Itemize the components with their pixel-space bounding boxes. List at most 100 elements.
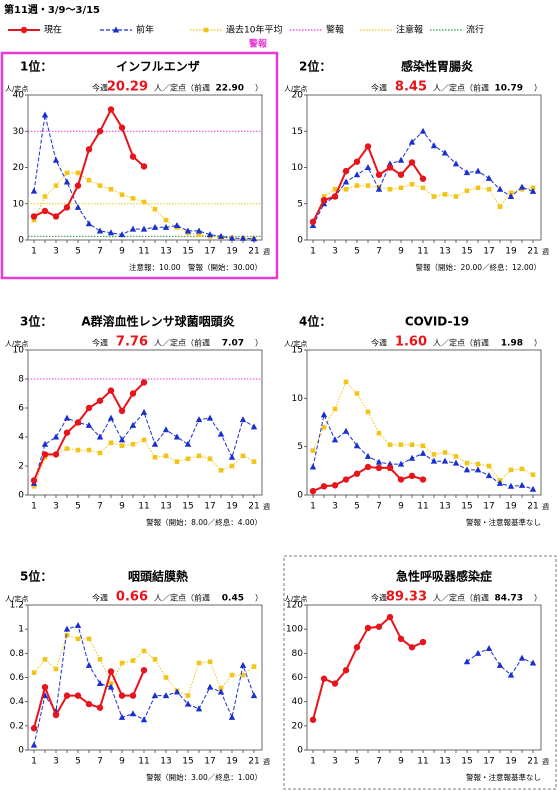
marker-average: [174, 459, 180, 464]
marker-previous: [129, 710, 137, 717]
marker-average: [431, 452, 437, 457]
marker-previous: [430, 142, 438, 149]
marker-average: [343, 186, 349, 192]
x-tick-label: 5: [354, 757, 360, 767]
marker-previous: [96, 227, 104, 234]
marker-average: [185, 693, 191, 698]
marker-average: [420, 185, 426, 191]
marker-previous: [441, 457, 449, 464]
marker-average: [442, 192, 448, 197]
y-tick-label: 0.8: [10, 649, 25, 659]
y-tick-label: 0: [18, 236, 24, 246]
y-axis-label: 人/定点: [5, 594, 28, 603]
y-tick-label: 2: [18, 462, 24, 472]
x-tick-label: 15: [182, 757, 193, 767]
x-tick-label: 3: [53, 757, 59, 767]
unit-label: 人／定点（前週: [433, 593, 489, 603]
y-tick-label: 0.2: [10, 721, 24, 731]
plot-frame: [27, 604, 263, 751]
marker-current: [85, 700, 93, 708]
marker-average: [229, 463, 235, 469]
x-tick-label: 13: [439, 757, 450, 767]
marker-previous: [507, 482, 515, 489]
marker-previous: [107, 414, 115, 421]
marker-previous: [151, 692, 159, 699]
marker-previous: [96, 680, 104, 687]
plot-frame: [306, 349, 542, 496]
page-title: 第11週・3/9～3/15: [4, 3, 100, 16]
x-tick-label: 5: [75, 757, 81, 767]
this-week-value: 7.76: [116, 335, 148, 350]
marker-current: [41, 683, 49, 691]
marker-previous: [386, 460, 394, 467]
marker-previous: [30, 187, 38, 194]
x-tick-label: 21: [527, 757, 538, 767]
marker-average: [86, 636, 92, 642]
marker-previous: [228, 234, 236, 241]
marker-previous: [206, 683, 214, 690]
marker-previous: [228, 713, 236, 720]
marker-average: [31, 670, 37, 675]
marker-previous: [430, 457, 438, 464]
marker-previous: [63, 178, 71, 185]
marker-average: [354, 391, 360, 396]
x-tick-label: 21: [527, 247, 538, 257]
marker-average: [141, 648, 147, 654]
x-unit: 週: [542, 247, 549, 256]
marker-current: [320, 483, 328, 490]
y-tick-label: 0: [18, 491, 24, 501]
series-line-previous: [33, 114, 255, 240]
y-axis-label: 人/定点: [5, 84, 28, 93]
marker-current: [129, 153, 137, 160]
marker-average: [42, 194, 48, 199]
marker-previous: [342, 427, 350, 434]
marker-current: [408, 159, 416, 166]
x-tick-label: 11: [417, 247, 428, 257]
legend-marker: [203, 27, 209, 33]
marker-average: [207, 456, 213, 462]
marker-current: [96, 397, 104, 404]
marker-previous: [107, 683, 115, 690]
marker-average: [75, 636, 81, 642]
marker-average: [218, 686, 224, 691]
marker-current: [63, 429, 71, 436]
marker-average: [75, 447, 81, 453]
marker-average: [108, 186, 114, 192]
marker-average: [141, 199, 147, 205]
marker-previous: [85, 421, 93, 428]
marker-previous: [85, 661, 93, 668]
marker-previous: [529, 485, 537, 492]
marker-average: [464, 460, 470, 466]
marker-average: [365, 183, 371, 188]
y-tick-label: 10: [13, 346, 25, 356]
x-tick-label: 13: [160, 502, 171, 512]
marker-previous: [474, 167, 482, 174]
marker-current: [52, 451, 60, 458]
x-tick-label: 17: [483, 757, 494, 767]
week-label: 今週: [92, 83, 108, 93]
marker-current: [419, 476, 427, 483]
y-tick-label: 120: [286, 601, 303, 611]
marker-current: [52, 711, 60, 719]
series-line-average: [312, 183, 534, 223]
marker-average: [453, 454, 459, 459]
marker-average: [185, 456, 191, 462]
marker-previous: [529, 659, 537, 666]
marker-previous: [419, 449, 427, 456]
marker-current: [364, 463, 372, 471]
marker-current: [353, 158, 361, 165]
series-line-previous: [33, 624, 255, 746]
marker-current: [118, 407, 126, 415]
marker-average: [196, 660, 202, 666]
threshold-note: 警報（開始：8.00／終息：4.00）: [146, 517, 262, 527]
y-axis-label: 人/定点: [284, 84, 307, 93]
marker-previous: [250, 692, 258, 699]
marker-average: [508, 190, 514, 196]
marker-average: [97, 183, 103, 188]
marker-previous: [250, 235, 258, 242]
prev-value: 10.79: [495, 84, 523, 94]
marker-previous: [107, 229, 115, 236]
marker-current: [331, 193, 339, 200]
marker-previous: [474, 649, 482, 656]
marker-previous: [206, 231, 214, 238]
